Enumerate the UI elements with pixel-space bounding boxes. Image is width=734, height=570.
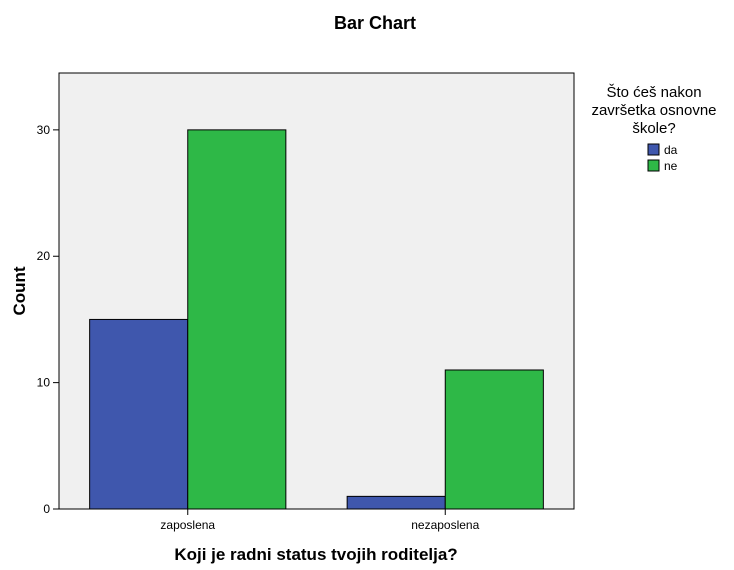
bar-da-nezaposlena: [346, 495, 446, 510]
x-tick-label: nezaposlena: [411, 518, 479, 532]
legend-title-line-3: škole?: [632, 120, 675, 137]
bar-da-zaposlena: [89, 318, 189, 510]
bar-ne-nezaposlena: [444, 369, 544, 510]
legend-label-da: da: [664, 143, 678, 157]
y-tick-label: 20: [37, 249, 51, 263]
legend-swatch-ne: [647, 159, 660, 172]
chart-title: Bar Chart: [334, 13, 416, 33]
x-axis-label: Koji je radni status tvojih roditelja?: [174, 545, 457, 564]
bar-ne-zaposlena: [187, 129, 287, 510]
y-tick-label: 30: [37, 123, 51, 137]
legend-label-ne: ne: [664, 159, 678, 173]
y-axis-ticks: 0 10 20 30: [37, 123, 59, 516]
legend-title-line-1: Što ćeš nakon: [606, 84, 701, 101]
legend-items: da ne: [647, 143, 678, 173]
legend-title-line-2: završetka osnovne: [591, 102, 716, 119]
bars: [89, 129, 544, 510]
x-axis-ticks: zaposlena nezaposlena: [160, 509, 480, 532]
y-tick-label: 0: [43, 502, 50, 516]
legend: Što ćeš nakon završetka osnovne škole? d…: [591, 84, 716, 173]
y-tick-label: 10: [37, 376, 51, 390]
legend-swatch-da: [647, 143, 660, 156]
x-tick-label: zaposlena: [160, 518, 215, 532]
y-axis-label: Count: [10, 266, 29, 315]
